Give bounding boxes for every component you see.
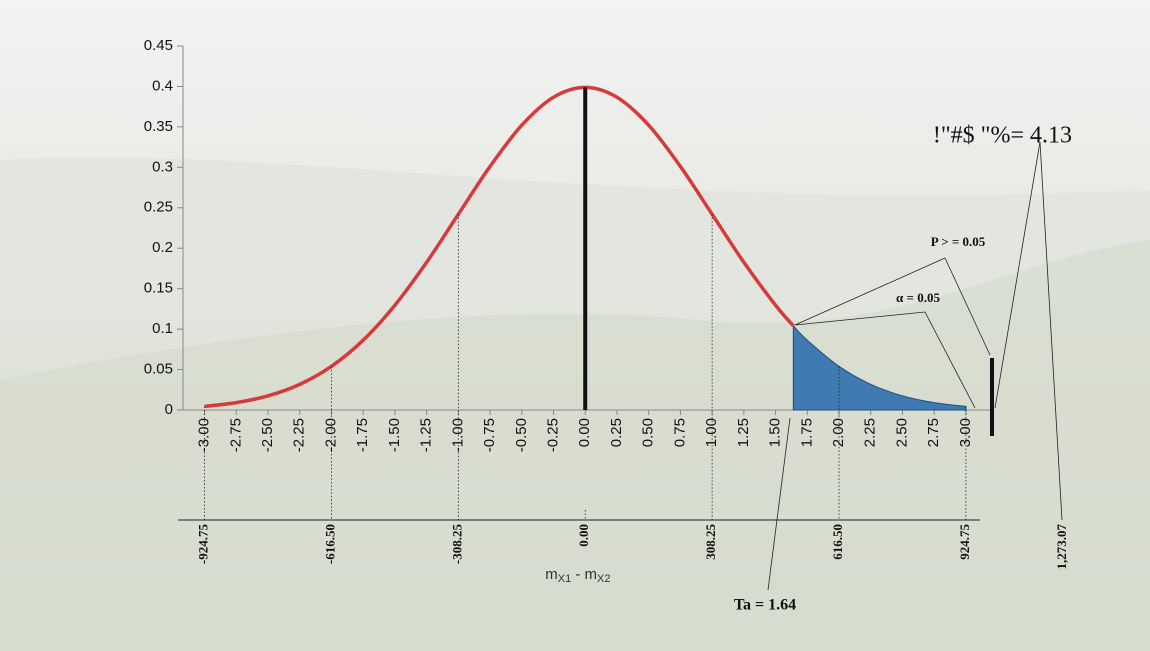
x2-tick-label: -308.25 bbox=[449, 524, 464, 565]
x2-axis-title-part: X1 bbox=[558, 573, 571, 585]
x2-tick-label: -616.50 bbox=[322, 524, 337, 564]
x2-tick-label: 616.50 bbox=[830, 524, 845, 560]
p-annotation: P > = 0.05 bbox=[931, 234, 986, 249]
x-tick-label: -0.25 bbox=[544, 418, 561, 452]
x-tick-label: 0.75 bbox=[671, 418, 688, 447]
x2-tick-label: 0.00 bbox=[576, 524, 591, 547]
x2-tick-label: 308.25 bbox=[703, 524, 718, 560]
y-tick-label: 0.45 bbox=[144, 37, 173, 54]
x2-axis-title-part: m bbox=[545, 566, 558, 583]
x-tick-label: -1.50 bbox=[386, 418, 403, 452]
x2-tick-label: 924.75 bbox=[957, 524, 972, 560]
x-tick-label: -2.50 bbox=[259, 418, 276, 452]
x-tick-label: -1.00 bbox=[449, 418, 466, 452]
diff-annotation: 1,273.07 bbox=[1054, 524, 1069, 570]
x-tick-label: 1.75 bbox=[798, 418, 815, 447]
x-tick-label: -3.00 bbox=[196, 418, 213, 452]
y-tick-label: 0.05 bbox=[144, 361, 173, 378]
x-tick-label: 0.50 bbox=[640, 418, 657, 447]
x-tick-label: -2.75 bbox=[227, 418, 244, 452]
x-tick-label: -1.25 bbox=[418, 418, 435, 452]
x-tick-label: 2.50 bbox=[893, 418, 910, 447]
ta-annotation: Ta = 1.64 bbox=[734, 597, 796, 614]
chart: 0 0.05 0.1 0.15 0.2 0.25 0.3 0.35 0.4 0.45 -3.00 -2… bbox=[0, 0, 1150, 651]
y-tick-label: 0.2 bbox=[152, 239, 173, 256]
x-tick-label: -0.50 bbox=[513, 418, 530, 452]
x-tick-label: 1.00 bbox=[703, 418, 720, 447]
x-tick-label: 0.00 bbox=[576, 418, 593, 447]
x-tick-label: 2.25 bbox=[862, 418, 879, 447]
x-tick-label: -0.75 bbox=[481, 418, 498, 452]
x2-axis-title-part: X2 bbox=[597, 573, 610, 585]
t-calc-annotation: !"#$ "%= 4.13 bbox=[933, 123, 1072, 149]
x-tick-label: -2.00 bbox=[322, 418, 339, 452]
y-tick-label: 0.3 bbox=[152, 158, 173, 175]
x-tick-label: -2.25 bbox=[291, 418, 308, 452]
x-tick-label: 3.00 bbox=[957, 418, 974, 447]
alpha-annotation: α = 0.05 bbox=[896, 290, 940, 305]
x-tick-label: 2.75 bbox=[925, 418, 942, 447]
x-tick-label: -1.75 bbox=[354, 418, 371, 452]
x2-tick-label: -924.75 bbox=[196, 524, 211, 565]
y-tick-label: 0.15 bbox=[144, 280, 173, 297]
y-tick-label: 0 bbox=[165, 401, 173, 418]
y-tick-label: 0.4 bbox=[152, 77, 173, 94]
x-tick-label: 1.50 bbox=[767, 418, 784, 447]
x2-axis-title-part: - m bbox=[571, 566, 597, 583]
y-tick-label: 0.1 bbox=[152, 320, 173, 337]
y-tick-label: 0.35 bbox=[144, 118, 173, 135]
x-tick-label: 2.00 bbox=[830, 418, 847, 447]
x-tick-label: 1.25 bbox=[735, 418, 752, 447]
y-tick-label: 0.25 bbox=[144, 199, 173, 216]
x-tick-label: 0.25 bbox=[608, 418, 625, 447]
